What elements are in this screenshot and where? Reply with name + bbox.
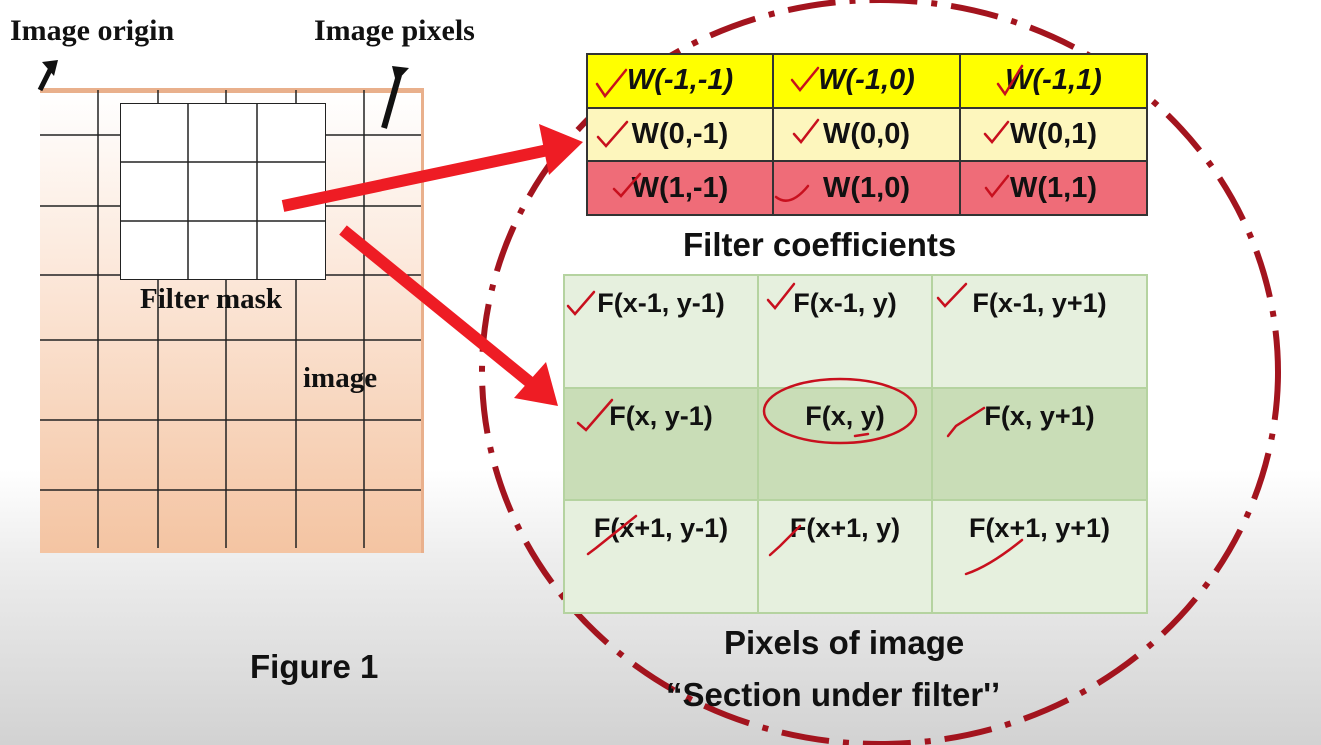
handwritten-check-marks <box>566 64 1024 576</box>
origin-arrow-icon <box>37 60 58 92</box>
pixel-cell: F(x+1, y-1) <box>563 499 759 614</box>
pixel-cell: F(x, y-1) <box>563 386 759 502</box>
coefficient-cell: W(0,1) <box>959 106 1148 163</box>
image-pixels-label: Image pixels <box>314 14 475 47</box>
pixels-caption: Pixels of image <box>724 624 965 661</box>
coefficients-table: W(-1,-1) W(-1,0) W(-1,1) W(0,-1) W(0,0) … <box>586 53 1148 216</box>
pixel-row: F(x, y-1) F(x, y) F(x, y+1) <box>563 386 1148 502</box>
coefficient-cell: W(-1,1) <box>959 53 1148 109</box>
pixel-cell: F(x, y) <box>757 386 933 502</box>
pixel-cell: F(x+1, y+1) <box>931 499 1148 614</box>
pixel-cell: F(x, y+1) <box>931 386 1148 502</box>
coefficient-cell: W(-1,0) <box>772 53 961 109</box>
filter-mask-label: Filter mask <box>140 283 283 315</box>
arrow-to-pixels-icon <box>339 225 558 406</box>
coefficients-caption: Filter coefficients <box>683 226 957 263</box>
coefficient-row: W(0,-1) W(0,0) W(0,1) <box>586 106 1148 163</box>
coefficient-cell: W(1,0) <box>772 160 961 216</box>
image-origin-label: Image origin <box>10 14 175 47</box>
pixels-arrow-icon <box>381 66 409 129</box>
filter-mask-box <box>120 103 326 280</box>
figure-label: Figure 1 <box>250 648 379 685</box>
pixel-cell: F(x+1, y) <box>757 499 933 614</box>
image-label: image <box>303 362 378 394</box>
coefficient-cell: W(1,-1) <box>586 160 774 216</box>
arrow-to-coefficients-icon <box>281 124 583 212</box>
pixels-table: F(x-1, y-1) F(x-1, y) F(x-1, y+1) F(x, y… <box>563 274 1148 614</box>
pixel-row: F(x+1, y-1) F(x+1, y) F(x+1, y+1) <box>563 499 1148 614</box>
coefficient-row: W(1,-1) W(1,0) W(1,1) <box>586 160 1148 216</box>
coefficient-cell: W(1,1) <box>959 160 1148 216</box>
pixel-cell: F(x-1, y+1) <box>931 274 1148 389</box>
coefficient-cell: W(0,0) <box>772 106 961 163</box>
pixel-cell: F(x-1, y-1) <box>563 274 759 389</box>
section-under-filter-caption: “Section under filter'ʼ <box>666 676 1001 713</box>
coefficient-cell: W(0,-1) <box>586 106 774 163</box>
